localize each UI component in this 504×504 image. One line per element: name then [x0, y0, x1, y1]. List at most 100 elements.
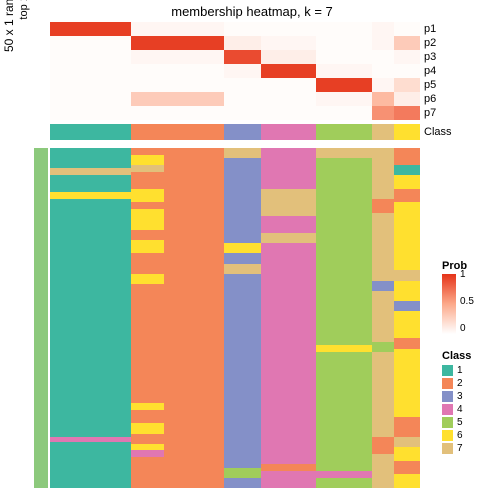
prob-cell — [224, 78, 261, 92]
heatmap-segment — [224, 274, 261, 468]
chart-title: membership heatmap, k = 7 — [0, 4, 504, 19]
class-legend-item: 5 — [442, 416, 471, 429]
heatmap-segment — [131, 148, 163, 155]
class-cell — [372, 124, 394, 140]
heatmap-segment — [394, 474, 420, 488]
class-cell — [316, 124, 372, 140]
heatmap-segment — [224, 148, 261, 158]
heatmap-segment — [224, 478, 261, 488]
class-legend-item: 2 — [442, 377, 471, 390]
prob-cell — [316, 50, 372, 64]
prob-cell — [394, 36, 420, 50]
membership-heatmap-body — [50, 148, 420, 488]
heatmap-segment — [224, 158, 261, 243]
prob-cell — [224, 64, 261, 78]
prob-cell — [394, 64, 420, 78]
heatmap-segment — [394, 437, 420, 447]
prob-tick: 1 — [460, 269, 466, 280]
heatmap-segment — [394, 447, 420, 461]
heatmap-segment — [394, 165, 420, 175]
heatmap-column — [224, 148, 261, 488]
heatmap-segment — [394, 417, 420, 437]
prob-cell — [131, 36, 224, 50]
heatmap-segment — [224, 468, 261, 478]
ylabel-inner-text: top 1000 rows — [18, 0, 30, 20]
prob-cell — [394, 50, 420, 64]
prob-row-labels: p1p2p3p4p5p6p7 — [424, 22, 436, 120]
prob-cell — [50, 106, 131, 120]
class-legend-item: 7 — [442, 442, 471, 455]
heatmap-segment — [394, 301, 420, 311]
heatmap-segment — [394, 349, 420, 417]
class-cell — [394, 124, 420, 140]
class-legend-item: 6 — [442, 429, 471, 442]
prob-cell — [131, 106, 224, 120]
prob-cell — [50, 64, 131, 78]
heatmap-segment — [372, 281, 394, 291]
prob-cell — [50, 22, 131, 36]
prob-row — [50, 50, 420, 64]
heatmap-segment — [316, 471, 372, 478]
heatmap-segment — [164, 148, 224, 488]
prob-cell — [394, 92, 420, 106]
heatmap-segment — [131, 444, 163, 451]
prob-cell — [261, 92, 317, 106]
heatmap-column — [261, 148, 317, 488]
heatmap-segment — [394, 202, 420, 270]
prob-cell — [50, 78, 131, 92]
prob-cell — [372, 50, 394, 64]
heatmap-segment — [372, 291, 394, 342]
prob-row — [50, 36, 420, 50]
heatmap-segment — [224, 264, 261, 274]
heatmap-segment — [394, 338, 420, 348]
heatmap-segment — [316, 148, 372, 158]
prob-cell — [316, 22, 372, 36]
heatmap-segment — [372, 454, 394, 488]
heatmap-segment — [131, 202, 163, 209]
heatmap-segment — [131, 209, 163, 229]
heatmap-segment — [224, 253, 261, 263]
prob-tick: 0.5 — [460, 296, 474, 307]
heatmap-segment — [394, 270, 420, 280]
heatmap-segment — [224, 243, 261, 253]
heatmap-segment — [394, 189, 420, 203]
class-legend: Class 1234567 — [442, 350, 471, 455]
prob-cell — [131, 78, 224, 92]
heatmap-segment — [131, 457, 163, 488]
heatmap-segment — [372, 342, 394, 352]
prob-cell — [224, 22, 261, 36]
heatmap-column — [394, 148, 420, 488]
heatmap-segment — [131, 284, 163, 403]
heatmap-segment — [50, 175, 131, 192]
heatmap-segment — [131, 450, 163, 457]
prob-cell — [261, 64, 317, 78]
class-legend-label: 2 — [457, 378, 463, 389]
class-legend-label: 1 — [457, 365, 463, 376]
prob-cell — [372, 22, 394, 36]
class-cell — [50, 124, 131, 140]
class-legend-label: 7 — [457, 443, 463, 454]
prob-row — [50, 106, 420, 120]
heatmap-segment — [131, 240, 163, 254]
prob-heatmap — [50, 22, 420, 120]
class-swatch — [442, 365, 453, 376]
heatmap-segment — [131, 274, 163, 284]
heatmap-column — [50, 148, 131, 488]
heatmap-segment — [131, 155, 163, 165]
prob-cell — [316, 78, 372, 92]
class-cell — [261, 124, 317, 140]
heatmap-segment — [131, 434, 163, 444]
heatmap-segment — [394, 311, 420, 338]
prob-cell — [394, 22, 420, 36]
heatmap-segment — [131, 230, 163, 240]
prob-cell — [372, 36, 394, 50]
heatmap-column — [164, 148, 224, 488]
class-swatch — [442, 378, 453, 389]
prob-row — [50, 78, 420, 92]
ylabel-outer-text: 50 x 1 random samplings — [2, 0, 16, 52]
prob-row-label: p1 — [424, 22, 436, 36]
heatmap-segment — [131, 423, 163, 433]
row-annotation-bar — [34, 148, 48, 488]
heatmap-segment — [261, 216, 317, 233]
prob-cell — [394, 78, 420, 92]
